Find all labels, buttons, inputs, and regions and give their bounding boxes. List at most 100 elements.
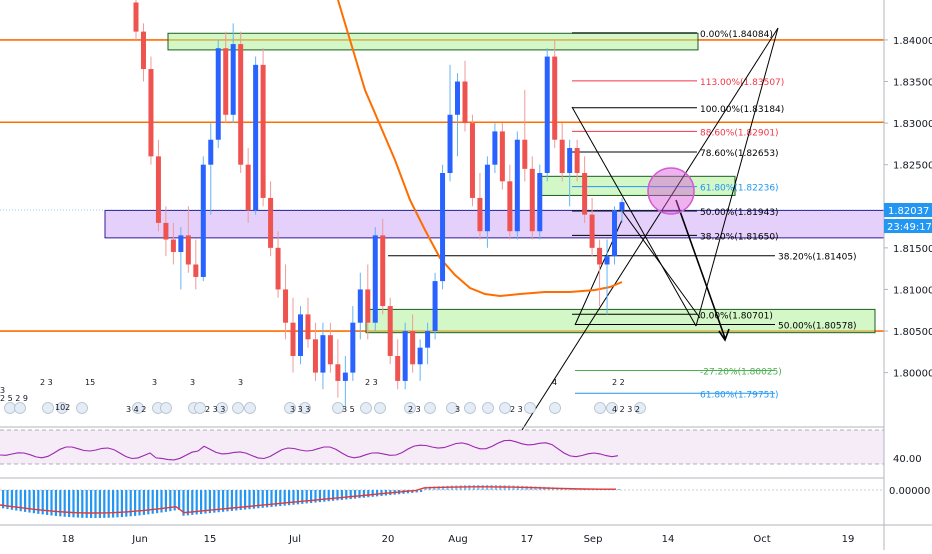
event-count-label: 4 2 3 2 — [612, 405, 640, 414]
macd-bar — [248, 490, 251, 510]
macd-bar — [72, 490, 75, 518]
candle-body — [507, 181, 513, 232]
event-flag-icon — [499, 402, 511, 414]
macd-bar — [222, 490, 225, 512]
fib-level-label: 61.80%(1.79751) — [700, 390, 779, 400]
macd-bar — [90, 490, 93, 518]
time-tick-label: 19 — [842, 534, 855, 545]
candles — [133, 0, 625, 406]
candle-body — [597, 247, 603, 265]
price-tick-label: 1.80000 — [893, 369, 932, 380]
macd-bar — [274, 490, 277, 507]
event-count-label: 2 3 — [408, 405, 421, 414]
macd-bar — [486, 485, 489, 490]
macd-bar — [54, 490, 57, 516]
macd-bar — [85, 490, 88, 518]
trend-line-upper-diagonal — [521, 27, 779, 431]
candle-body — [552, 56, 558, 140]
macd-bar — [116, 490, 119, 518]
macd-bar — [134, 490, 137, 516]
macd-bar — [305, 490, 308, 504]
candle-body — [537, 172, 543, 232]
candle-body — [283, 289, 289, 323]
macd-bar — [125, 490, 128, 517]
event-count-label: 3 4 2 — [126, 405, 146, 414]
macd-bar — [68, 490, 71, 518]
macd-bar — [142, 490, 145, 515]
macd-bar — [213, 490, 216, 513]
macd-bar — [477, 485, 480, 490]
candle-body — [529, 168, 535, 232]
event-count-label: 4 — [552, 378, 557, 387]
time-axis[interactable]: 18 Jun 15 Jul 20 Aug 17 Sep 14 Oct 19 — [62, 534, 855, 545]
macd-bar — [314, 490, 317, 503]
macd-bar — [296, 490, 299, 505]
macd-bar — [332, 490, 335, 501]
candle-body — [514, 139, 520, 232]
candle-body — [589, 214, 595, 248]
macd-bar — [257, 490, 260, 509]
macd-bar — [76, 490, 79, 518]
macd-bar — [420, 490, 423, 492]
price-tick-label: 1.83000 — [893, 119, 932, 130]
macd-bar — [2, 490, 5, 509]
candle-body — [253, 64, 259, 211]
projection-line-2 — [619, 207, 701, 319]
rsi-level-label: 40.00 — [893, 454, 922, 465]
time-tick-label: 17 — [521, 534, 534, 545]
macd-bar — [19, 490, 22, 512]
macd-bar — [156, 490, 159, 514]
macd-bar — [195, 490, 198, 515]
candle-body — [163, 222, 169, 240]
event-flag-icon — [14, 402, 26, 414]
macd-bar — [362, 490, 365, 498]
rsi-band — [0, 430, 884, 464]
candle-body — [140, 31, 146, 70]
candle-body — [208, 139, 214, 165]
macd-bar — [81, 490, 84, 518]
macd-bar — [41, 490, 44, 515]
time-tick-label: Jul — [288, 534, 301, 545]
candle-body — [574, 148, 580, 173]
macd-bar — [266, 490, 269, 508]
candle-body — [223, 48, 229, 115]
event-flag-icon — [42, 402, 54, 414]
candle-body — [417, 347, 423, 365]
time-tick-label: Jun — [131, 534, 148, 545]
macd-bar — [349, 490, 352, 500]
candle-body — [238, 44, 244, 165]
macd-bar — [164, 490, 167, 512]
price-tick-label: 1.81000 — [893, 285, 932, 296]
candle-body — [522, 139, 528, 169]
macd-bar — [6, 490, 9, 510]
macd-bar — [481, 485, 484, 490]
macd-bar — [415, 490, 418, 493]
macd-bar — [28, 490, 31, 513]
macd-bar — [288, 490, 291, 506]
candle-body — [305, 314, 311, 340]
macd-bar — [94, 490, 97, 518]
macd-bar — [354, 490, 357, 499]
current-price-tag — [884, 203, 932, 217]
event-count-label: 3 — [152, 378, 157, 387]
macd-bar — [59, 490, 62, 517]
event-flag-icon — [424, 402, 436, 414]
candle-body — [335, 364, 341, 381]
time-tick-label: 14 — [662, 534, 675, 545]
time-tick-label: 20 — [382, 534, 395, 545]
event-flag-icon — [332, 402, 344, 414]
macd-bar — [178, 490, 181, 510]
candle-body — [185, 235, 191, 265]
candle-body — [178, 235, 184, 253]
event-count-label: 2 3 — [510, 405, 523, 414]
fib-level-label: 78.60%(1.82653) — [700, 149, 779, 159]
macd-bar — [217, 490, 220, 513]
event-flag-icon — [464, 402, 476, 414]
event-flag-icon — [56, 402, 68, 414]
time-tick-label: 18 — [62, 534, 75, 545]
event-flag-icon — [360, 402, 372, 414]
macd-bar — [244, 490, 247, 510]
candle-body — [312, 339, 318, 373]
